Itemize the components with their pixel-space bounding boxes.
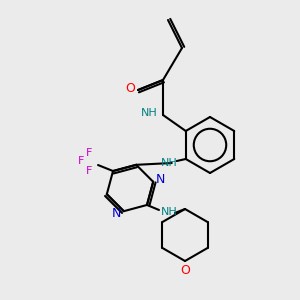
Text: NH: NH	[141, 108, 158, 118]
Text: NH: NH	[160, 158, 177, 168]
Text: F: F	[86, 166, 92, 176]
Text: F: F	[78, 156, 84, 166]
Text: NH: NH	[160, 207, 177, 217]
Text: O: O	[125, 82, 135, 95]
Text: N: N	[112, 207, 122, 220]
Text: F: F	[86, 148, 92, 158]
Text: N: N	[155, 173, 165, 186]
Text: O: O	[180, 265, 190, 278]
